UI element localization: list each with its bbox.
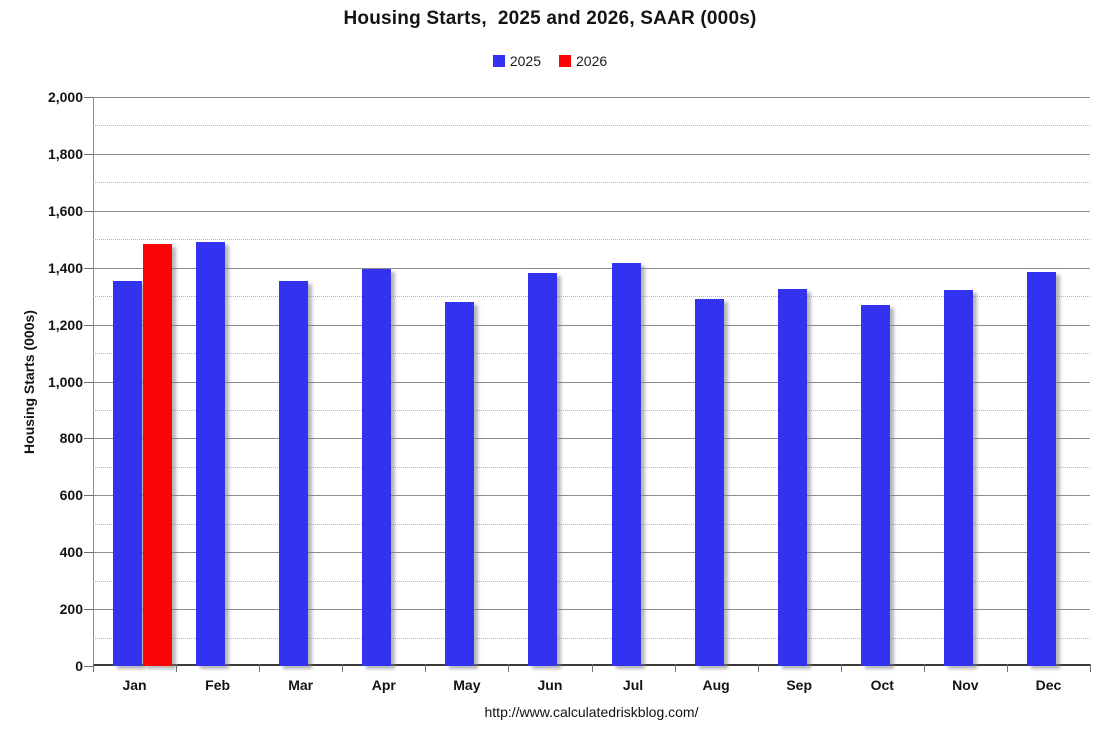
- x-axis-tick: [674, 664, 676, 672]
- y-axis-tick: [84, 381, 93, 383]
- minor-gridline: [93, 353, 1090, 355]
- y-tick-label: 1,200: [47, 316, 83, 333]
- legend-label-2026: 2026: [576, 53, 608, 69]
- y-axis-tick: [84, 267, 93, 269]
- bar-2025-Apr: [362, 269, 392, 666]
- major-gridline: [93, 495, 1090, 497]
- major-gridline: [93, 153, 1090, 155]
- y-tick-label: 400: [59, 544, 83, 561]
- bar-2025-Jul: [611, 263, 641, 666]
- plot-area: 0 200 400 600 800 1,000 1,200 1,400 1,600 1,800 2,…: [48, 89, 1091, 693]
- x-axis-tick: [508, 664, 510, 672]
- x-axis-tick: [176, 664, 178, 672]
- y-tick-label: 200: [59, 601, 83, 618]
- x-tick-label-aug: Aug: [702, 677, 730, 693]
- x-axis-tick: [259, 664, 261, 672]
- x-axis-tick: [923, 664, 925, 672]
- minor-gridline: [93, 466, 1090, 468]
- x-tick-label-dec: Dec: [1035, 677, 1062, 693]
- y-axis-tick: [84, 210, 93, 212]
- bar-2025-May: [445, 301, 475, 666]
- y-tick-label: 800: [59, 430, 83, 447]
- y-tick-label: 1,000: [47, 373, 83, 390]
- x-axis-tick: [342, 664, 344, 672]
- x-tick-label-jun: Jun: [537, 677, 563, 693]
- minor-gridline: [93, 296, 1090, 298]
- minor-gridline: [93, 182, 1090, 184]
- x-tick-label-apr: Apr: [371, 677, 396, 693]
- major-gridline: [93, 552, 1090, 554]
- bar-2025-Aug: [694, 299, 724, 666]
- y-tick-label: 0: [75, 658, 83, 674]
- major-gridline: [93, 267, 1090, 269]
- major-gridline: [93, 609, 1090, 611]
- bar-2025-Jan: [113, 280, 142, 666]
- x-axis-tick: [591, 664, 593, 672]
- bar-2025-Feb: [196, 242, 226, 666]
- bar-2025-Nov: [943, 290, 973, 666]
- minor-gridline: [93, 409, 1090, 411]
- y-axis-tick: [84, 153, 93, 155]
- minor-gridline: [93, 239, 1090, 241]
- legend: 2025 2026: [0, 53, 1100, 69]
- legend-swatch-2025-icon: [492, 55, 505, 67]
- y-tick-label: 1,800: [47, 145, 83, 162]
- bar-2025-Dec: [1026, 271, 1056, 666]
- y-tick-label: 600: [59, 487, 83, 504]
- x-tick-label-mar: Mar: [288, 677, 314, 693]
- y-axis-tick: [84, 97, 93, 98]
- footer-url: http://www.calculatedriskblog.com/: [484, 704, 699, 720]
- bar-2026-Jan: [142, 243, 172, 666]
- y-axis-tick: [84, 324, 93, 326]
- minor-gridline: [93, 523, 1090, 525]
- y-axis-tick: [84, 552, 93, 554]
- x-tick-label-may: May: [453, 677, 481, 693]
- chart-title: Housing Starts, 2025 and 2026, SAAR (000…: [343, 8, 757, 29]
- x-axis-tick: [840, 664, 842, 672]
- y-tick-label: 2,000: [47, 89, 83, 105]
- legend-swatch-2026-icon: [559, 55, 571, 67]
- major-gridline: [93, 210, 1090, 212]
- bar-2025-Oct: [860, 304, 890, 666]
- legend-label-2025: 2025: [509, 53, 541, 69]
- x-tick-label-oct: Oct: [870, 677, 894, 693]
- x-tick-label-sep: Sep: [786, 677, 813, 693]
- x-tick-label-jan: Jan: [122, 677, 147, 693]
- major-gridline: [93, 324, 1090, 326]
- minor-gridline: [93, 125, 1090, 127]
- bar-2025-Sep: [777, 289, 807, 666]
- bar-2025-Mar: [279, 280, 309, 666]
- minor-gridline: [93, 580, 1090, 582]
- x-axis-tick: [425, 664, 427, 672]
- y-tick-label: 1,400: [47, 259, 83, 276]
- x-axis-tick: [757, 664, 759, 672]
- y-tick-label: 1,600: [47, 202, 83, 219]
- x-tick-label-jul: Jul: [622, 677, 644, 693]
- minor-gridline: [93, 637, 1090, 639]
- x-axis-tick: [1090, 664, 1091, 672]
- y-axis-tick: [84, 438, 93, 440]
- legend-item-2025: 2025: [492, 53, 541, 69]
- x-tick-label-feb: Feb: [205, 677, 231, 693]
- y-axis-tick: [84, 666, 93, 667]
- major-gridline: [93, 381, 1090, 383]
- x-axis-tick: [1006, 664, 1008, 672]
- major-gridline: [93, 438, 1090, 440]
- y-axis-tick: [84, 609, 93, 611]
- legend-item-2026: 2026: [559, 53, 607, 69]
- x-tick-label-nov: Nov: [952, 677, 979, 693]
- x-axis-tick: [93, 664, 94, 672]
- major-gridline: [93, 97, 1090, 98]
- y-axis-tick: [84, 495, 93, 497]
- bar-2025-Jun: [528, 273, 558, 666]
